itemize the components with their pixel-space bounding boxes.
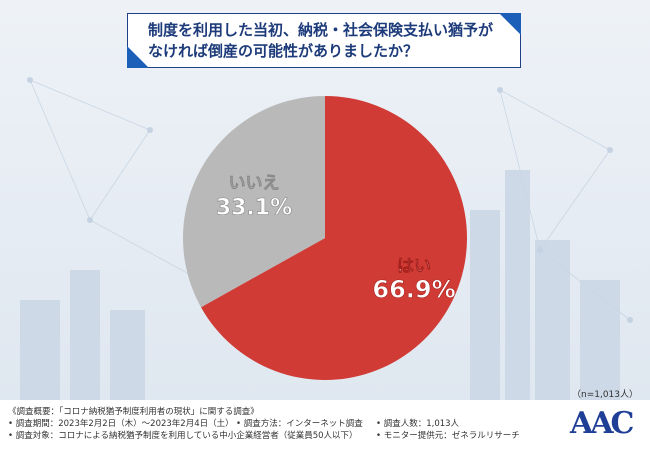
slice-value-no: 33.1% xyxy=(216,195,292,220)
title-corner-decoration xyxy=(127,46,149,68)
sample-size: （n=1,013人） xyxy=(571,390,638,400)
aac-logo: AAC xyxy=(570,406,634,441)
survey-overview: 《調査概要：「コロナ納税猶予制度利用者の現状」に関する調査》 xyxy=(8,407,259,417)
slice-value-yes: 66.9% xyxy=(372,276,455,304)
slice-label-no: いいえ xyxy=(228,173,279,193)
survey-footer: 《調査概要：「コロナ納税猶予制度利用者の現状」に関する調査》 • 調査期間：20… xyxy=(0,402,650,450)
survey-provider: • モニター提供元：ゼネラルリサーチ xyxy=(376,431,520,441)
title-line-1: 制度を利用した当初、納税・社会保険支払い猶予が xyxy=(148,21,494,39)
title-corner-decoration xyxy=(499,13,521,35)
survey-target: • 調査対象：コロナによる納税猶予制度を利用している中小企業経営者（従業員50人… xyxy=(8,431,358,441)
question-title-box: 制度を利用した当初、納税・社会保険支払い猶予が なければ倒産の可能性がありました… xyxy=(127,13,521,68)
question-title: 制度を利用した当初、納税・社会保険支払い猶予が なければ倒産の可能性がありました… xyxy=(148,20,508,62)
slice-label-yes: はい xyxy=(397,257,431,277)
pie-slice-yes xyxy=(200,96,467,380)
survey-method: • 調査方法：インターネット調査 xyxy=(236,419,363,429)
pie-slice-no xyxy=(183,96,325,308)
title-line-2: なければ倒産の可能性がありましたか？ xyxy=(148,42,419,60)
survey-count: • 調査人数：1,013人 xyxy=(376,419,460,429)
survey-period: • 調査期間：2023年2月2日（木）～2023年2月4日（土） xyxy=(8,419,234,429)
